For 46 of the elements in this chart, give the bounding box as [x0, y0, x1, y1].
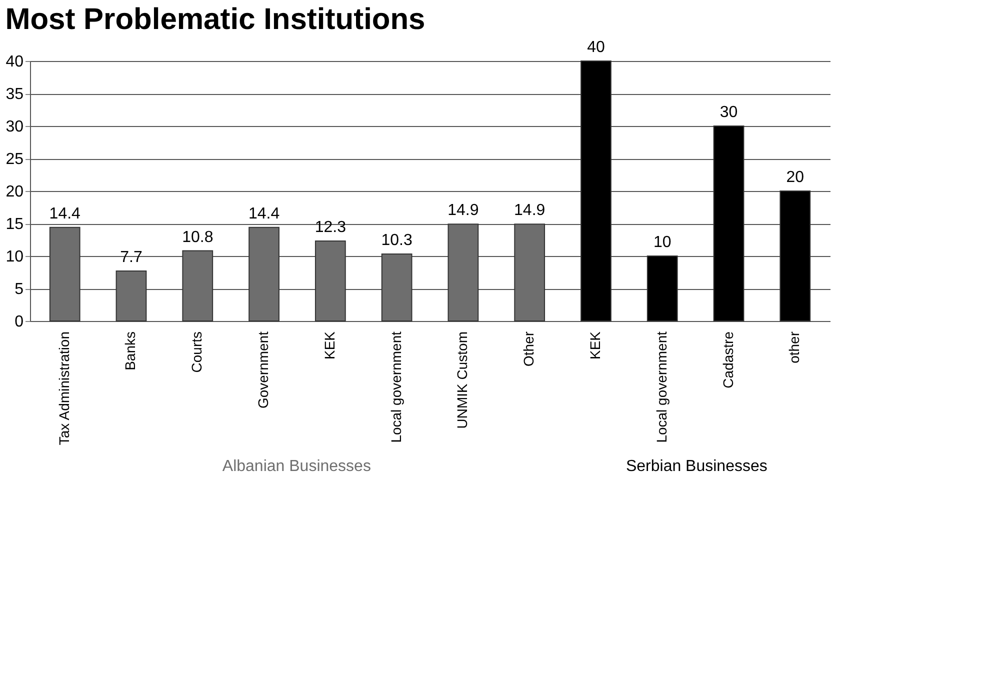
data-label: 40 [587, 39, 605, 56]
y-tick-label: 0 [14, 314, 24, 330]
bar [248, 226, 280, 322]
bar [116, 270, 147, 322]
data-label: 14.9 [514, 202, 546, 220]
x-tick-label: KEK [586, 330, 603, 360]
y-tick-label: 20 [6, 184, 24, 200]
data-label: 10.8 [182, 228, 214, 246]
x-tick-label: Tax Administration [56, 332, 72, 446]
data-label: 30 [720, 104, 738, 121]
text: Albanian Businesses [222, 458, 371, 475]
y-tick-label: 15 [6, 216, 24, 233]
bar [780, 190, 811, 322]
x-tick-label: Local government [653, 331, 670, 443]
x-tick-label: Cadastre [720, 331, 736, 388]
x-tick-label: Courts [188, 332, 205, 373]
data-label: 10.3 [381, 232, 412, 250]
y-tick-label: 5 [14, 281, 24, 298]
bar [448, 224, 479, 322]
bar [514, 224, 546, 322]
bar [381, 254, 412, 322]
data-label: 10 [653, 234, 672, 251]
y-tick-label: 25 [6, 151, 24, 168]
bar [646, 256, 678, 322]
x-tick-label: other [786, 331, 802, 364]
y-tick-label: 35 [6, 86, 24, 103]
data-label: 14.4 [248, 205, 280, 222]
bar [182, 250, 214, 322]
x-tick-label: Local government [388, 331, 404, 443]
x-tick-label: UNMIK Custom [454, 332, 470, 429]
text: Serbian Businesses [626, 458, 768, 475]
y-tick-label: 10 [6, 248, 24, 266]
bar [713, 126, 744, 322]
data-label: 14.9 [448, 202, 479, 220]
x-tick-label: Government [255, 331, 272, 409]
y-tick-label: 30 [6, 118, 24, 136]
x-tick-label: KEK [321, 330, 338, 360]
data-label: 20 [786, 169, 804, 186]
data-label: 14.4 [49, 205, 81, 222]
y-tick-label: 40 [6, 54, 24, 70]
bar [49, 226, 80, 322]
x-tick-label: Banks [122, 332, 138, 370]
x-tick-label: Other [520, 331, 537, 367]
bar [314, 240, 346, 322]
bar [580, 60, 612, 322]
chart-title: Most Problematic Institutions [5, 3, 426, 36]
